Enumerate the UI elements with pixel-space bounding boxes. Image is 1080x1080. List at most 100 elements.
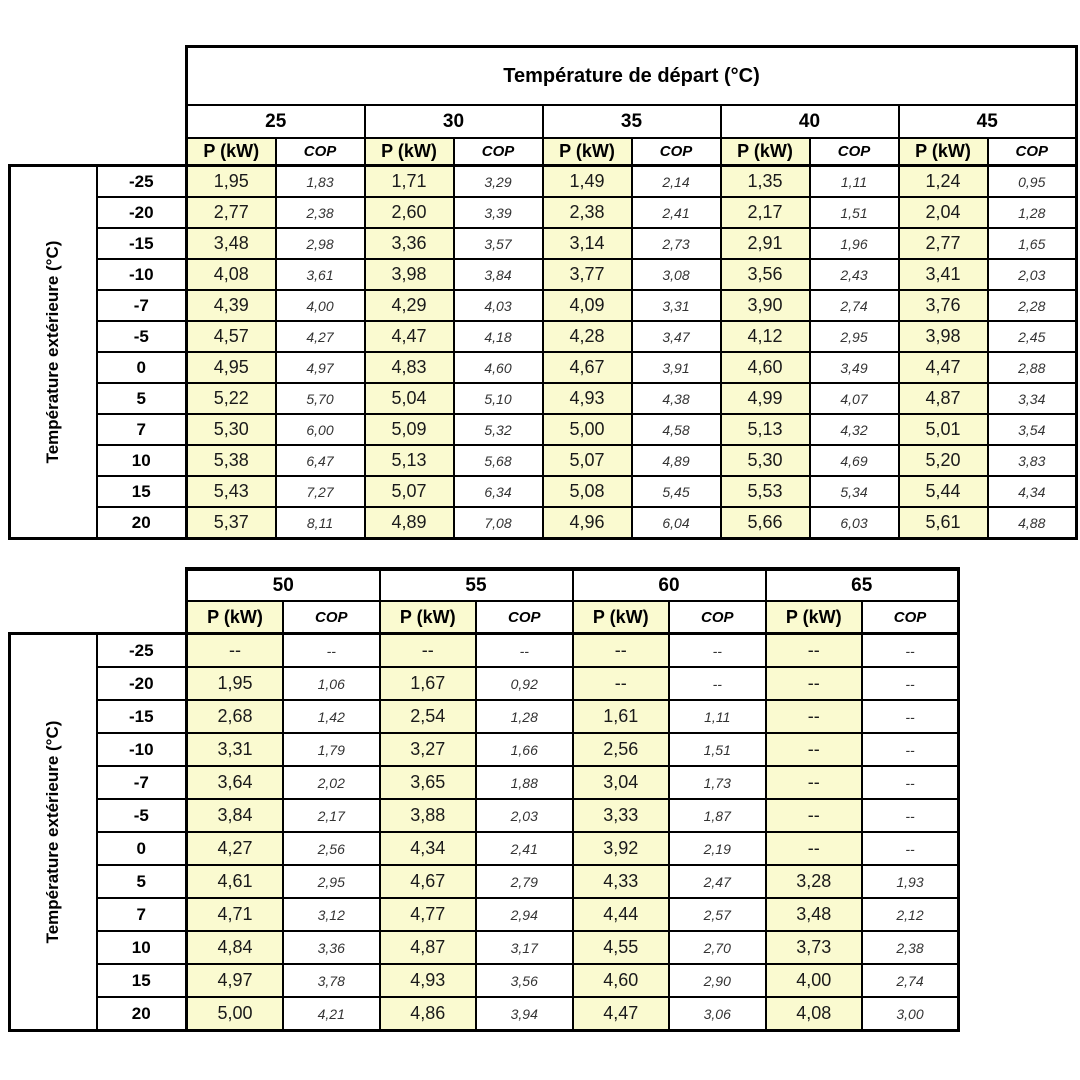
cop-value-cell: 5,70 <box>274 382 366 415</box>
group-header-row: 50 55 60 65 <box>10 567 960 602</box>
cop-value-cell: -- <box>861 732 960 767</box>
p-value-cell: 3,98 <box>363 258 455 291</box>
p-value-cell: 3,65 <box>378 765 477 800</box>
cop-value-cell: 3,49 <box>808 351 900 384</box>
cop-value-cell: 2,56 <box>282 831 381 866</box>
cop-value-cell: 2,17 <box>282 798 381 833</box>
cop-value-cell: 1,11 <box>808 164 900 198</box>
cop-value-cell: 3,08 <box>630 258 722 291</box>
row-label: -7 <box>95 289 188 322</box>
cop-value-cell: 3,94 <box>475 996 574 1032</box>
cop-value-cell: 1,83 <box>274 164 366 198</box>
pcop-header-row: P (kW) COP P (kW) COP P (kW) COP P (kW) … <box>10 137 1078 167</box>
cop-value-cell: 2,28 <box>986 289 1078 322</box>
cop-value-cell: 8,11 <box>274 506 366 540</box>
cop-value-cell: 4,07 <box>808 382 900 415</box>
col-group-25: 25 <box>185 104 366 139</box>
cop-value-cell: 3,84 <box>452 258 544 291</box>
table-row: 10 5,38 6,47 5,13 5,68 5,07 4,89 5,30 4,69 5,20 3,… <box>10 444 1078 477</box>
p-value-cell: 4,44 <box>571 897 670 932</box>
side-axis-label-cell: Température extérieure (°C) <box>8 164 98 540</box>
cop-value-cell: 2,74 <box>808 289 900 322</box>
p-value-cell: 4,60 <box>719 351 811 384</box>
p-value-cell: 1,61 <box>571 699 670 734</box>
p-value-cell: 3,88 <box>378 798 477 833</box>
col-group-60: 60 <box>571 567 767 602</box>
p-value-cell: 5,44 <box>897 475 989 508</box>
p-value-cell: 3,04 <box>571 765 670 800</box>
p-value-cell: 1,67 <box>378 666 477 701</box>
table-row: -7 3,64 2,02 3,65 1,88 3,04 1,73 -- -- <box>10 765 960 800</box>
p-value-cell: 4,97 <box>185 963 284 998</box>
table-row: -20 1,95 1,06 1,67 0,92 -- -- -- -- <box>10 666 960 701</box>
p-value-cell: -- <box>764 831 863 866</box>
cop-value-cell: 2,88 <box>986 351 1078 384</box>
p-value-cell: -- <box>764 699 863 734</box>
p-value-cell: 4,71 <box>185 897 284 932</box>
p-value-cell: -- <box>185 632 284 668</box>
p-value-cell: 5,04 <box>363 382 455 415</box>
p-kw-header: P (kW) <box>363 137 455 167</box>
p-value-cell: 4,08 <box>764 996 863 1032</box>
cop-header: COP <box>282 600 381 635</box>
table-title: Température de départ (°C) <box>185 45 1078 106</box>
cop-value-cell: 4,69 <box>808 444 900 477</box>
cop-value-cell: 3,29 <box>452 164 544 198</box>
p-value-cell: 4,95 <box>185 351 277 384</box>
row-label: -5 <box>95 320 188 353</box>
cop-value-cell: 3,31 <box>630 289 722 322</box>
spacer-cell <box>10 569 187 634</box>
cop-value-cell: -- <box>475 632 574 668</box>
row-label: -10 <box>95 732 188 767</box>
p-kw-header: P (kW) <box>764 600 863 635</box>
p-value-cell: 2,56 <box>571 732 670 767</box>
table-row: -15 2,68 1,42 2,54 1,28 1,61 1,11 -- -- <box>10 699 960 734</box>
cop-value-cell: 3,57 <box>452 227 544 260</box>
side-axis-label: Température extérieure (°C) <box>43 720 63 944</box>
cop-value-cell: 4,89 <box>630 444 722 477</box>
cop-value-cell: 4,97 <box>274 351 366 384</box>
title-row: Température de départ (°C) <box>10 45 1078 106</box>
p-value-cell: 2,60 <box>363 196 455 229</box>
p-value-cell: 1,71 <box>363 164 455 198</box>
cop-value-cell: 2,98 <box>274 227 366 260</box>
p-value-cell: 5,53 <box>719 475 811 508</box>
p-value-cell: -- <box>764 666 863 701</box>
cop-value-cell: 0,95 <box>986 164 1078 198</box>
p-value-cell: 3,64 <box>185 765 284 800</box>
table1-body: Température extérieure (°C) -25 1,95 1,83 1,… <box>8 164 1078 540</box>
cop-value-cell: 1,88 <box>475 765 574 800</box>
row-label: 0 <box>95 831 188 866</box>
cop-value-cell: 3,39 <box>452 196 544 229</box>
p-value-cell: 2,91 <box>719 227 811 260</box>
p-value-cell: 3,48 <box>185 227 277 260</box>
p-value-cell: 3,41 <box>897 258 989 291</box>
cop-value-cell: 2,19 <box>668 831 767 866</box>
p-value-cell: 5,07 <box>363 475 455 508</box>
p-value-cell: 5,37 <box>185 506 277 540</box>
cop-value-cell: -- <box>861 666 960 701</box>
cop-value-cell: 5,68 <box>452 444 544 477</box>
row-label: 10 <box>95 444 188 477</box>
p-value-cell: 4,47 <box>571 996 670 1032</box>
cop-value-cell: 3,61 <box>274 258 366 291</box>
p-value-cell: 5,09 <box>363 413 455 446</box>
col-group-50: 50 <box>185 567 381 602</box>
cop-value-cell: 3,17 <box>475 930 574 965</box>
p-value-cell: 4,84 <box>185 930 284 965</box>
table-row: -15 3,48 2,98 3,36 3,57 3,14 2,73 2,91 1,96 2,77 1… <box>10 227 1078 260</box>
p-value-cell: 3,33 <box>571 798 670 833</box>
p-value-cell: 2,77 <box>897 227 989 260</box>
cop-value-cell: 2,90 <box>668 963 767 998</box>
p-value-cell: 1,95 <box>185 666 284 701</box>
p-value-cell: 3,14 <box>541 227 633 260</box>
cop-value-cell: 3,34 <box>986 382 1078 415</box>
cop-value-cell: 1,11 <box>668 699 767 734</box>
cop-value-cell: 4,18 <box>452 320 544 353</box>
cop-value-cell: 1,28 <box>475 699 574 734</box>
p-value-cell: 5,22 <box>185 382 277 415</box>
table-row: 7 4,71 3,12 4,77 2,94 4,44 2,57 3,48 2,12 <box>10 897 960 932</box>
table-row: Température extérieure (°C) -25 -- -- -- -- --… <box>8 632 960 1032</box>
p-kw-header: P (kW) <box>571 600 670 635</box>
table-row: -20 2,77 2,38 2,60 3,39 2,38 2,41 2,17 1,51 2,04 1… <box>10 196 1078 229</box>
